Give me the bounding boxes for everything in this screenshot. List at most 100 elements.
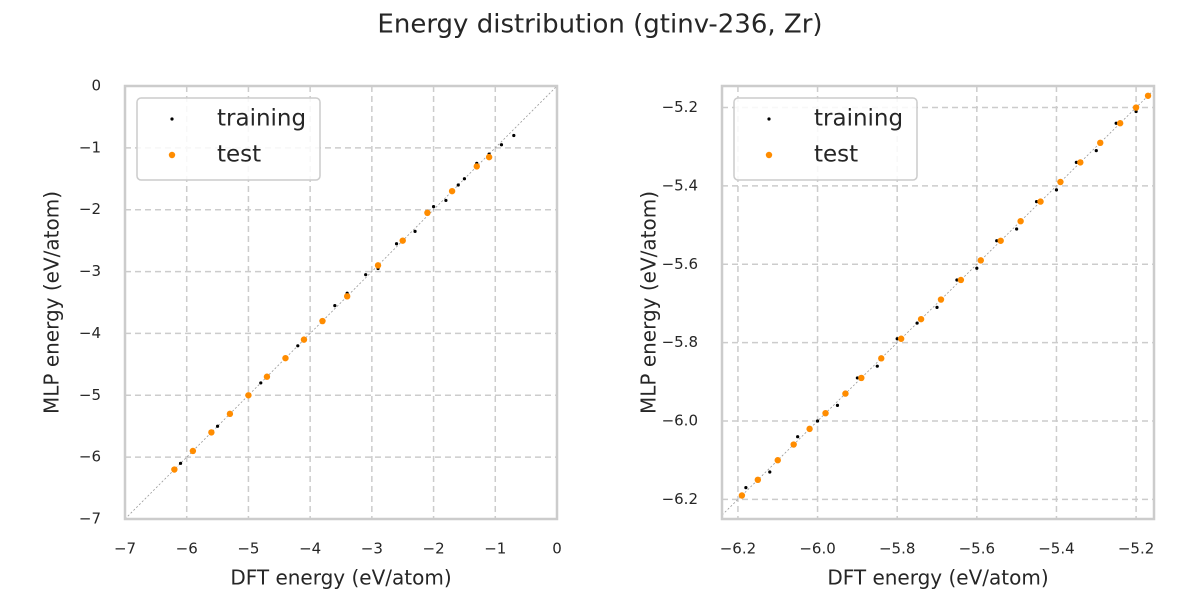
point: [473, 163, 480, 170]
point: [975, 266, 979, 270]
point: [1034, 199, 1039, 204]
point: [1116, 120, 1124, 127]
point: [300, 336, 308, 343]
point: [1015, 227, 1019, 231]
y-tick-label: −6.2: [662, 490, 698, 508]
y-tick-label: −5.6: [662, 255, 698, 273]
y-tick-label: −5.2: [662, 98, 698, 116]
point: [878, 355, 885, 362]
y-tick-label: −1: [79, 138, 101, 156]
x-tick-label: −3: [361, 540, 383, 558]
legend-label: training: [814, 106, 903, 132]
legend-box: [733, 97, 918, 181]
legend-label: training: [217, 106, 306, 132]
x-tick-label: −5.2: [1118, 540, 1154, 558]
point: [1114, 121, 1118, 125]
x-tick-label: 0: [552, 540, 562, 558]
y-tick-label: −7: [79, 510, 101, 528]
y-tick-label: −5: [79, 386, 101, 404]
point: [208, 429, 215, 436]
y-axis-label: MLP energy (eV/atom): [40, 191, 64, 414]
point: [364, 273, 368, 277]
point: [774, 457, 781, 464]
point: [1074, 160, 1078, 165]
point: [259, 381, 263, 385]
point: [858, 374, 865, 382]
point: [997, 237, 1004, 244]
legend-marker: [168, 151, 176, 159]
point: [1134, 109, 1138, 114]
point: [399, 237, 406, 244]
point: [499, 143, 504, 147]
y-tick-label: −6.0: [662, 412, 698, 430]
figure-title: Energy distribution (gtinv-236, Zr): [377, 10, 822, 40]
point: [1094, 149, 1098, 153]
point: [897, 335, 905, 342]
point: [462, 177, 467, 181]
x-tick-label: −5.4: [1038, 540, 1074, 558]
point: [1097, 139, 1104, 147]
point: [977, 257, 985, 264]
point: [917, 315, 925, 323]
point: [263, 373, 271, 380]
point: [855, 376, 859, 380]
legend-marker: [765, 151, 773, 159]
point: [431, 205, 436, 209]
y-tick-label: −5.4: [662, 176, 698, 194]
axes-frame: [720, 84, 1156, 521]
legend-marker: [170, 117, 174, 121]
legend-label: test: [814, 142, 858, 168]
x-tick-label: −5.8: [879, 540, 915, 558]
point: [957, 276, 965, 284]
point: [796, 435, 800, 439]
y-tick-label: −4: [79, 324, 101, 342]
point: [245, 392, 252, 399]
point: [835, 403, 840, 407]
point: [1054, 188, 1059, 192]
point: [226, 410, 234, 418]
x-tick-label: −2: [423, 540, 445, 558]
point: [282, 354, 289, 362]
point: [343, 293, 351, 300]
point: [296, 344, 300, 348]
point: [754, 476, 762, 484]
point: [171, 466, 178, 473]
point: [374, 262, 382, 269]
y-axis-label: MLP energy (eV/atom): [637, 191, 661, 414]
point: [319, 317, 326, 325]
point: [744, 486, 748, 490]
x-tick-label: −6: [176, 540, 198, 558]
point: [178, 461, 183, 465]
point: [935, 305, 939, 309]
point: [1017, 217, 1024, 225]
point: [448, 187, 456, 195]
x-tick-label: −1: [484, 540, 506, 558]
point: [485, 153, 493, 161]
point: [444, 198, 448, 203]
x-tick-label: −6.0: [799, 540, 835, 558]
point: [995, 239, 999, 243]
point: [815, 419, 820, 423]
y-tick-label: −5.8: [662, 333, 698, 351]
point: [915, 321, 919, 325]
point: [937, 296, 945, 303]
point: [842, 390, 849, 397]
point: [822, 409, 829, 417]
point: [806, 425, 813, 433]
y-tick-label: −2: [79, 200, 101, 218]
point: [1037, 198, 1044, 205]
legend-label: test: [217, 142, 261, 168]
x-tick-label: −6.2: [720, 540, 756, 558]
point: [875, 364, 879, 368]
point: [790, 441, 797, 448]
legend-marker: [767, 117, 771, 121]
x-tick-label: −4: [299, 540, 321, 558]
point: [1077, 159, 1084, 166]
point: [955, 278, 959, 282]
point: [1144, 92, 1152, 99]
x-tick-label: −7: [114, 540, 136, 558]
point: [1057, 178, 1064, 186]
point: [215, 424, 220, 428]
